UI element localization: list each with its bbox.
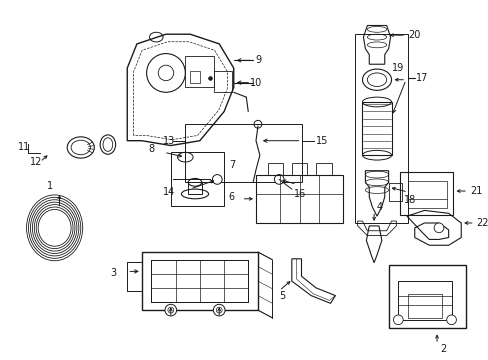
Circle shape bbox=[274, 175, 284, 184]
Bar bbox=[388, 183, 401, 201]
Circle shape bbox=[393, 315, 402, 325]
Bar bbox=[388, 265, 465, 328]
Text: 6: 6 bbox=[227, 192, 234, 202]
Text: 4: 4 bbox=[376, 202, 383, 212]
Text: 5: 5 bbox=[279, 291, 285, 301]
Text: 2: 2 bbox=[439, 344, 445, 354]
Text: 20: 20 bbox=[407, 30, 420, 40]
Bar bbox=[185, 57, 214, 87]
Text: 15: 15 bbox=[315, 136, 328, 146]
Bar bbox=[407, 181, 446, 208]
Text: 1: 1 bbox=[47, 181, 53, 191]
Bar bbox=[354, 34, 407, 223]
Bar bbox=[362, 102, 391, 155]
Text: 7: 7 bbox=[228, 160, 235, 170]
Text: 9: 9 bbox=[255, 55, 261, 66]
Circle shape bbox=[164, 304, 176, 316]
Bar bbox=[142, 252, 257, 310]
Text: 10: 10 bbox=[250, 78, 262, 87]
Bar bbox=[398, 281, 450, 320]
Circle shape bbox=[446, 315, 455, 325]
Circle shape bbox=[167, 307, 173, 313]
Bar bbox=[188, 182, 202, 194]
Text: 3: 3 bbox=[111, 268, 117, 278]
Bar bbox=[291, 163, 306, 175]
Circle shape bbox=[216, 307, 222, 313]
Text: 17: 17 bbox=[415, 73, 427, 83]
Bar bbox=[315, 163, 331, 175]
Text: 22: 22 bbox=[476, 218, 488, 228]
Bar bbox=[170, 152, 224, 206]
Bar bbox=[190, 71, 200, 82]
Text: 8: 8 bbox=[148, 144, 154, 154]
Bar bbox=[400, 172, 452, 215]
Bar bbox=[256, 175, 343, 223]
Bar bbox=[185, 124, 301, 182]
Text: 12: 12 bbox=[30, 157, 43, 167]
Circle shape bbox=[213, 304, 224, 316]
Circle shape bbox=[433, 223, 443, 233]
Bar bbox=[214, 71, 231, 92]
Text: 11: 11 bbox=[18, 141, 30, 152]
Bar bbox=[407, 294, 441, 318]
Text: 21: 21 bbox=[469, 186, 481, 196]
Text: 18: 18 bbox=[403, 195, 415, 205]
Bar bbox=[151, 260, 248, 302]
Text: 14: 14 bbox=[163, 187, 175, 197]
Circle shape bbox=[212, 175, 222, 184]
Text: 16: 16 bbox=[293, 189, 305, 199]
Bar bbox=[267, 163, 283, 175]
Text: 13: 13 bbox=[163, 136, 175, 146]
Text: 19: 19 bbox=[391, 63, 403, 73]
